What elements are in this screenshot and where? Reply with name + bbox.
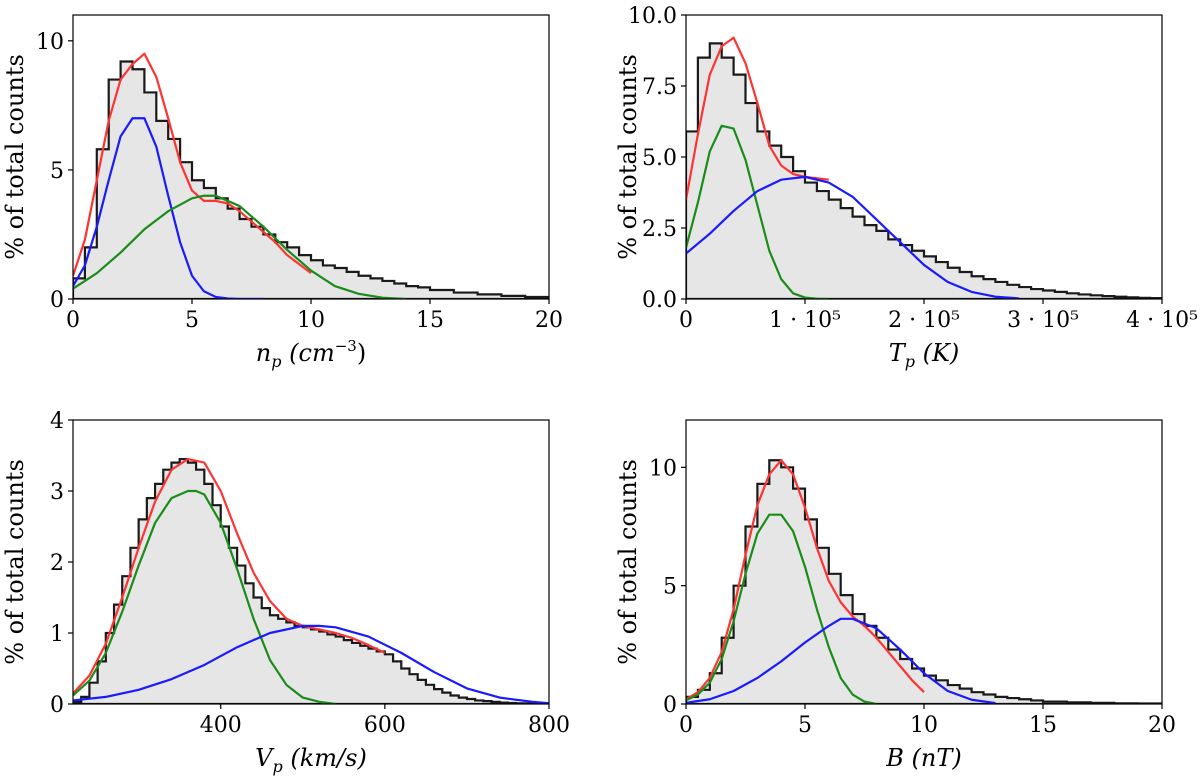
- series-line-component-1: [73, 117, 264, 299]
- y-tick-label: 5: [663, 575, 677, 600]
- series-line-component-1: [686, 513, 877, 704]
- plot-area: [686, 36, 1162, 299]
- x-tick-label: 0: [679, 713, 693, 738]
- y-axis-label: % of total counts: [614, 54, 642, 260]
- y-tick-label: 0: [50, 693, 64, 718]
- series-line-component-1: [73, 489, 336, 704]
- y-tick-label: 0: [663, 693, 677, 718]
- x-tick-label: 1 · 10⁵: [769, 308, 841, 333]
- x-tick-label: 2 · 10⁵: [888, 308, 960, 333]
- x-tick-label: 5: [798, 713, 812, 738]
- plot-area: [73, 52, 549, 299]
- series-line-total-fit: [686, 459, 925, 701]
- y-axis-label: % of total counts: [614, 459, 642, 665]
- series-line-component-2: [73, 624, 549, 704]
- y-tick-label: 10: [36, 30, 64, 55]
- y-axis-label: % of total counts: [1, 459, 29, 665]
- y-tick-label: 5: [50, 159, 64, 184]
- x-tick-label: 4 · 10⁵: [1126, 308, 1198, 333]
- histogram-bars: [686, 42, 1162, 299]
- series-line-component-2: [686, 617, 996, 704]
- y-tick-label: 0.0: [642, 288, 677, 313]
- x-tick-label: 0: [66, 308, 80, 333]
- x-axis-label: Tp (K): [889, 339, 960, 371]
- histogram-bars: [73, 457, 549, 704]
- x-tick-label: 20: [535, 308, 563, 333]
- y-tick-label: 7.5: [642, 75, 677, 100]
- chart-np-distribution: 0 5 10 15 20 0 5 10 % of total counts np (cm−3): [1, 14, 563, 371]
- x-tick-label: 3 · 10⁵: [1007, 308, 1079, 333]
- y-tick-label: 1: [50, 622, 64, 647]
- y-tick-label: 10.0: [628, 4, 677, 29]
- x-tick-label: 10: [297, 308, 325, 333]
- y-tick-label: 0: [50, 288, 64, 313]
- chart-tp-distribution: 0 1 · 10⁵ 2 · 10⁵ 3 · 10⁵ 4 · 10⁵ 0.0 2.5 5.0 7.…: [614, 4, 1198, 371]
- series-line-total-fit: [73, 457, 386, 695]
- series-line-total-fit: [73, 52, 312, 277]
- series-line-component-2: [686, 175, 1020, 299]
- x-tick-label: 0: [679, 308, 693, 333]
- y-tick-label: 2.5: [642, 217, 677, 242]
- y-axis-label: % of total counts: [1, 54, 29, 260]
- x-tick-label: 800: [528, 713, 570, 738]
- x-tick-label: 20: [1148, 713, 1176, 738]
- x-tick-label: 5: [185, 308, 199, 333]
- x-axis-label: Vp (km/s): [255, 744, 367, 776]
- x-tick-label: 400: [200, 713, 242, 738]
- histogram-bars: [686, 459, 1162, 704]
- histogram-bars: [73, 60, 549, 299]
- x-tick-label: 15: [1029, 713, 1057, 738]
- plot-area: [73, 457, 549, 704]
- x-axis-label: B (nT): [885, 744, 961, 772]
- chart-vp-distribution: 400 600 800 0 1 2 3 4 % of total counts Vp (km/s): [1, 409, 570, 776]
- x-axis-label: np (cm−3): [256, 337, 366, 371]
- chart-b-distribution: 0 5 10 15 20 0 5 10 % of total counts B (nT): [614, 419, 1176, 772]
- y-tick-label: 4: [50, 409, 64, 434]
- x-tick-label: 15: [416, 308, 444, 333]
- x-tick-label: 10: [910, 713, 938, 738]
- x-tick-label: 600: [364, 713, 406, 738]
- series-line-total-fit: [686, 36, 829, 200]
- y-tick-label: 5.0: [642, 146, 677, 171]
- y-tick-label: 3: [50, 480, 64, 505]
- series-line-component-1: [686, 124, 829, 299]
- y-tick-label: 10: [649, 456, 677, 481]
- series-line-component-2: [73, 194, 407, 299]
- y-tick-label: 2: [50, 551, 64, 576]
- plot-area: [686, 459, 1162, 704]
